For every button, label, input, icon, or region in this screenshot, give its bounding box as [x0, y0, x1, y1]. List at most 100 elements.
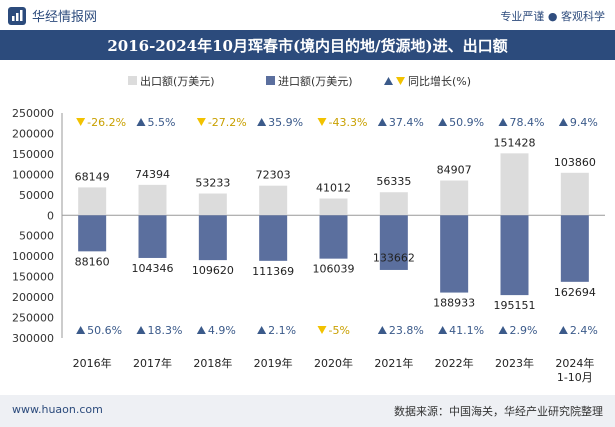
export-growth-down-icon: [317, 118, 327, 126]
y-tick-label: 250000: [12, 312, 54, 325]
export-growth-label: 50.9%: [449, 116, 484, 129]
x-tick-label: 2024年: [555, 356, 594, 370]
legend-label-growth: 同比增长(%): [408, 74, 471, 88]
x-tick-label: 2018年: [193, 356, 232, 370]
import-growth-label: 50.6%: [87, 324, 122, 337]
import-growth-up-icon: [558, 326, 568, 334]
import-growth-up-icon: [377, 326, 387, 334]
import-value-label: 106039: [313, 263, 355, 276]
top-bar: 华经情报网 专业严谨 ● 客观科学: [0, 0, 615, 30]
export-growth-label: 35.9%: [268, 116, 303, 129]
export-growth-label: -26.2%: [87, 116, 126, 129]
import-bar: [319, 215, 348, 259]
import-growth-down-icon: [317, 326, 327, 334]
export-bar: [500, 153, 529, 216]
import-growth-label: 2.1%: [268, 324, 296, 337]
import-bar: [379, 215, 408, 270]
export-value-label: 103860: [554, 156, 596, 169]
x-tick-label: 2020年: [314, 356, 353, 370]
footer-url[interactable]: www.huaon.com: [12, 403, 103, 416]
x-tick-label: 2019年: [254, 356, 293, 370]
import-value-label: 88160: [75, 255, 110, 268]
export-value-label: 72303: [256, 169, 291, 182]
import-bar: [500, 215, 529, 296]
import-value-label: 133662: [373, 251, 415, 264]
export-value-label: 53233: [195, 176, 230, 189]
y-tick-label: 100000: [12, 250, 54, 263]
import-growth-label: 18.3%: [148, 324, 183, 337]
import-bar: [138, 215, 167, 258]
export-value-label: 151428: [494, 136, 536, 149]
x-tick-label: 2023年: [495, 356, 534, 370]
x-tick-label: 1-10月: [557, 371, 593, 384]
export-bar: [198, 193, 227, 216]
export-growth-label: 37.4%: [389, 116, 424, 129]
import-value-label: 162694: [554, 286, 596, 299]
export-growth-up-icon: [498, 118, 508, 126]
import-growth-up-icon: [438, 326, 448, 334]
import-bar: [259, 215, 288, 261]
y-tick-label: 250000: [12, 107, 54, 120]
import-growth-label: 23.8%: [389, 324, 424, 337]
import-growth-label: -5%: [329, 324, 350, 337]
import-growth-up-icon: [196, 326, 206, 334]
y-tick-label: 300000: [12, 332, 54, 345]
import-bar: [440, 215, 469, 293]
export-bar: [78, 187, 107, 216]
legend-swatch-export: [128, 76, 137, 85]
brand: 华经情报网: [8, 6, 97, 25]
import-growth-up-icon: [136, 326, 146, 334]
import-growth-label: 41.1%: [449, 324, 484, 337]
import-growth-label: 2.4%: [570, 324, 598, 337]
export-growth-label: -43.3%: [329, 116, 368, 129]
import-value-label: 111369: [252, 265, 294, 278]
tagline: 专业严谨 ● 客观科学: [500, 10, 605, 23]
export-growth-up-icon: [257, 118, 267, 126]
export-bar: [319, 198, 348, 216]
bar-chart: 出口额(万美元) 进口额(万美元) 同比增长(%) 250000 200000 15000…: [12, 74, 605, 384]
export-growth-up-icon: [136, 118, 146, 126]
import-growth-label: 4.9%: [208, 324, 236, 337]
chart-title: 2016-2024年10月珲春市(境内目的地/货源地)进、出口额: [0, 30, 615, 60]
export-bar: [259, 185, 288, 216]
footer-source: 数据来源：中国海关，华经产业研究院整理: [394, 405, 603, 418]
footer: www.huaon.com 数据来源：中国海关，华经产业研究院整理: [0, 395, 615, 427]
x-tick-label: 2017年: [133, 356, 172, 370]
export-value-label: 74394: [135, 168, 170, 181]
export-growth-up-icon: [377, 118, 387, 126]
export-bar: [560, 172, 589, 216]
export-value-label: 56335: [376, 175, 411, 188]
export-growth-up-icon: [558, 118, 568, 126]
x-tick-label: 2022年: [435, 356, 474, 370]
export-value-label: 84907: [437, 164, 472, 177]
export-growth-down-icon: [76, 118, 86, 126]
legend-swatch-import: [266, 76, 275, 85]
export-bar: [440, 180, 469, 216]
legend-up-triangle-icon: [384, 77, 393, 85]
import-growth-up-icon: [76, 326, 86, 334]
export-growth-label: -27.2%: [208, 116, 247, 129]
export-value-label: 41012: [316, 181, 351, 194]
y-tick-label: 200000: [12, 127, 54, 140]
y-tick-label: 50000: [19, 189, 54, 202]
y-tick-label: 150000: [12, 148, 54, 161]
export-growth-label: 5.5%: [148, 116, 176, 129]
import-growth-label: 2.9%: [510, 324, 538, 337]
import-growth-up-icon: [257, 326, 267, 334]
import-value-label: 109620: [192, 264, 234, 277]
y-tick-label: 0: [47, 209, 54, 222]
import-bar: [560, 215, 589, 282]
import-bar: [78, 215, 107, 252]
import-value-label: 188933: [433, 297, 475, 310]
export-growth-down-icon: [196, 118, 206, 126]
import-value-label: 104346: [132, 262, 174, 275]
y-tick-label: 50000: [19, 230, 54, 243]
y-tick-label: 150000: [12, 271, 54, 284]
legend-label-export: 出口额(万美元): [140, 74, 215, 88]
export-bar: [138, 184, 167, 216]
export-value-label: 68149: [75, 170, 110, 183]
brand-logo-icon: [8, 6, 26, 25]
y-tick-label: 200000: [12, 291, 54, 304]
brand-name: 华经情报网: [32, 10, 98, 25]
export-bar: [379, 192, 408, 216]
